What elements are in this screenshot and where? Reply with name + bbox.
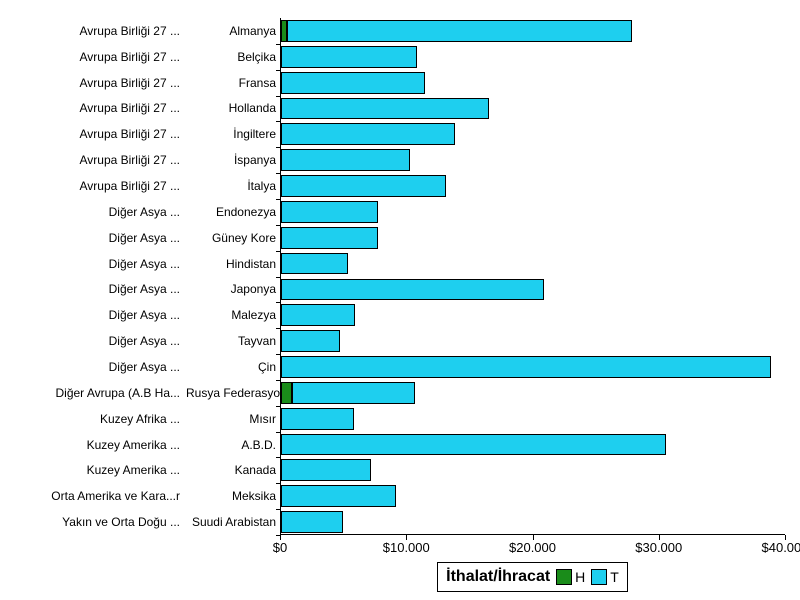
row-country-label: Güney Kore [186, 231, 276, 245]
row-country-label: Kanada [186, 463, 276, 477]
legend-item-label: T [610, 569, 619, 585]
bar-segment-t [281, 330, 340, 352]
row-country-label: Hindistan [186, 257, 276, 271]
chart-row: Diğer Asya ... Hindistan [0, 251, 800, 277]
chart-row: Kuzey Afrika ... Mısır [0, 406, 800, 432]
bar-segment-t [281, 485, 396, 507]
chart-row: Diğer Asya ... Japonya [0, 277, 800, 303]
x-tick-label: $30.000 [635, 540, 682, 555]
chart-row: Diğer Asya ... Güney Kore [0, 225, 800, 251]
chart-row: Kuzey Amerika ... A.B.D. [0, 432, 800, 458]
row-group-label: Avrupa Birliği 27 ... [2, 24, 180, 38]
bar-segment-t [281, 227, 378, 249]
row-country-label: İngiltere [186, 127, 276, 141]
bar-segment-h [281, 382, 292, 404]
row-group-label: Diğer Asya ... [2, 257, 180, 271]
bar-segment-t [281, 72, 425, 94]
chart-row: Diğer Asya ... Malezya [0, 302, 800, 328]
row-country-label: Belçika [186, 50, 276, 64]
row-group-label: Diğer Asya ... [2, 231, 180, 245]
legend-item-label: H [575, 569, 585, 585]
chart-row: Avrupa Birliği 27 ... Almanya [0, 18, 800, 44]
bar-segment-t [287, 20, 632, 42]
legend: İthalat/İhracat H T [280, 562, 785, 592]
row-group-label: Diğer Asya ... [2, 282, 180, 296]
bar-segment-t [281, 356, 771, 378]
chart-row: Kuzey Amerika ... Kanada [0, 457, 800, 483]
row-group-label: Diğer Asya ... [2, 205, 180, 219]
chart-row: Diğer Asya ... Tayvan [0, 328, 800, 354]
bar-segment-t [281, 201, 378, 223]
bar-segment-t [281, 511, 343, 533]
chart-container: $0 $10.000 $20.000 $30.000 $40.000 Avrupa Bir… [0, 0, 800, 600]
x-tick-label: $40.000 [762, 540, 800, 555]
row-group-label: Avrupa Birliği 27 ... [2, 101, 180, 115]
bar-segment-t [292, 382, 414, 404]
bar-segment-t [281, 408, 354, 430]
x-tick-label: $0 [273, 540, 287, 555]
row-group-label: Avrupa Birliği 27 ... [2, 179, 180, 193]
bar-segment-t [281, 98, 489, 120]
legend-title: İthalat/İhracat [446, 568, 550, 585]
row-group-label: Diğer Avrupa (A.B Ha... [2, 386, 180, 400]
legend-box: İthalat/İhracat H T [437, 562, 628, 592]
row-country-label: Meksika [186, 489, 276, 503]
chart-row: Yakın ve Orta Doğu ... Suudi Arabistan [0, 509, 800, 535]
row-group-label: Avrupa Birliği 27 ... [2, 127, 180, 141]
chart-row: Avrupa Birliği 27 ... Hollanda [0, 96, 800, 122]
row-group-label: Diğer Asya ... [2, 334, 180, 348]
row-country-label: Çin [186, 360, 276, 374]
bar-segment-t [281, 149, 410, 171]
row-country-label: Japonya [186, 282, 276, 296]
row-group-label: Diğer Asya ... [2, 360, 180, 374]
row-group-label: Orta Amerika ve Kara...r [2, 489, 180, 503]
chart-row: Avrupa Birliği 27 ... İtalya [0, 173, 800, 199]
bar-segment-t [281, 46, 417, 68]
row-country-label: Fransa [186, 76, 276, 90]
row-country-label: İspanya [186, 153, 276, 167]
chart-row: Avrupa Birliği 27 ... Fransa [0, 70, 800, 96]
chart-row: Diğer Asya ... Endonezya [0, 199, 800, 225]
chart-row: Avrupa Birliği 27 ... İspanya [0, 147, 800, 173]
row-country-label: Suudi Arabistan [186, 515, 276, 529]
bar-segment-t [281, 434, 666, 456]
row-country-label: Tayvan [186, 334, 276, 348]
row-group-label: Avrupa Birliği 27 ... [2, 50, 180, 64]
row-country-label: Almanya [186, 24, 276, 38]
chart-row: Diğer Avrupa (A.B Ha... Rusya Federasyonu [0, 380, 800, 406]
row-group-label: Kuzey Amerika ... [2, 438, 180, 452]
bar-segment-t [281, 279, 544, 301]
row-country-label: Rusya Federasyonu [186, 386, 276, 400]
row-group-label: Avrupa Birliği 27 ... [2, 153, 180, 167]
row-group-label: Avrupa Birliği 27 ... [2, 76, 180, 90]
row-country-label: Mısır [186, 412, 276, 426]
row-country-label: Hollanda [186, 101, 276, 115]
bar-segment-t [281, 304, 355, 326]
row-group-label: Kuzey Amerika ... [2, 463, 180, 477]
legend-swatch-h [556, 569, 572, 585]
legend-swatch-t [591, 569, 607, 585]
bar-segment-t [281, 253, 348, 275]
bar-segment-t [281, 175, 446, 197]
chart-row: Avrupa Birliği 27 ... Belçika [0, 44, 800, 70]
bar-segment-t [281, 123, 455, 145]
row-group-label: Diğer Asya ... [2, 308, 180, 322]
row-country-label: A.B.D. [186, 438, 276, 452]
row-group-label: Kuzey Afrika ... [2, 412, 180, 426]
row-group-label: Yakın ve Orta Doğu ... [2, 515, 180, 529]
bar-segment-t [281, 459, 371, 481]
row-country-label: İtalya [186, 179, 276, 193]
x-tick-label: $10.000 [383, 540, 430, 555]
row-country-label: Endonezya [186, 205, 276, 219]
x-tick-label: $20.000 [509, 540, 556, 555]
chart-row: Avrupa Birliği 27 ... İngiltere [0, 121, 800, 147]
chart-row: Diğer Asya ... Çin [0, 354, 800, 380]
row-country-label: Malezya [186, 308, 276, 322]
y-sep-tick [276, 535, 280, 536]
chart-row: Orta Amerika ve Kara...r Meksika [0, 483, 800, 509]
